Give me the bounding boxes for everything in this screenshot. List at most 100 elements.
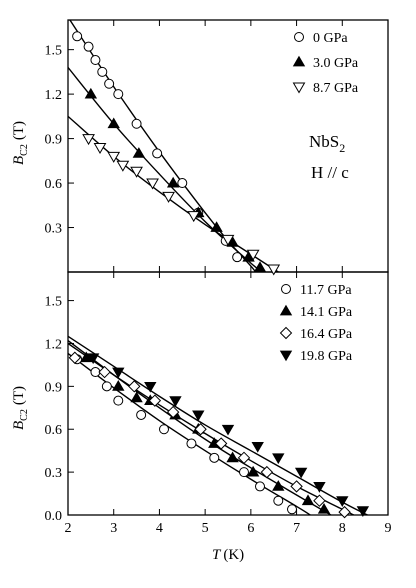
data-point [130,166,143,178]
legend-marker [292,55,306,67]
data-point [132,147,146,158]
x-tick-label: 8 [339,521,346,536]
data-point [97,66,108,77]
field-annotation: H // c [311,163,349,182]
bottom-y-axis-title: BC2(T) [11,386,30,430]
data-point [221,234,235,246]
data-point [290,480,303,493]
data-point [136,409,147,420]
data-point [82,134,95,146]
data-point [272,480,285,491]
data-point [273,495,284,506]
y-tick-label: 0.3 [45,222,63,237]
data-point [131,118,142,129]
data-point [194,423,207,436]
data-point [166,176,180,188]
data-point [260,465,274,479]
data-point [313,494,326,507]
data-point [152,148,163,159]
x-tick-label: 9 [385,521,392,536]
legend-marker [279,326,293,340]
data-point [130,391,143,403]
data-point [239,467,249,478]
x-tick-label: 6 [247,521,254,536]
data-point [313,482,326,493]
data-point [187,211,201,223]
x-tick-label: 7 [293,521,300,536]
y-tick-label: 1.5 [45,44,63,59]
y-tick-label: 0.3 [45,466,63,481]
y-tick-label: 0.6 [45,177,63,192]
data-point [162,191,175,203]
data-point [192,410,205,422]
x-tick-label: 3 [110,521,117,536]
legend-label: 8.7 GPa [313,81,359,96]
data-point [177,178,188,189]
y-tick-label: 0.6 [45,423,63,438]
legend-label: 0 GPa [313,31,348,46]
fit-line [68,352,311,515]
legend-label: 19.8 GPa [300,349,353,364]
data-point [104,78,115,89]
data-point [83,41,94,52]
data-point [317,502,331,514]
data-point [84,87,98,99]
x-tick-label: 4 [156,521,163,536]
data-point [86,353,100,365]
legends: 0 GPa 3.0 GPa 8.7 GPa 11.7 GPa 14.1 GPa 16.4 … [279,31,359,364]
legend-label: 14.1 GPa [300,305,353,320]
data-point [237,451,251,465]
data-point [107,151,121,163]
data-point [246,249,260,261]
data-point [159,424,169,435]
data-point [112,367,125,379]
legend-label: 16.4 GPa [300,327,353,342]
x-tick-label: 2 [65,521,72,536]
data-point [148,394,162,407]
bottom-panel-points [68,351,370,519]
data-point [251,441,264,453]
data-point [267,264,281,276]
x-axis-title: T (K) [212,547,244,563]
data-point [210,221,223,232]
data-point [209,452,220,463]
top-panel-points [72,31,281,276]
data-point [113,89,124,100]
top-y-axis-title: BC2(T) [11,121,30,165]
data-point [169,396,182,407]
data-point [186,438,197,449]
y-tick-label: 1.5 [45,295,63,310]
data-point [221,424,235,436]
y-tick-label: 0.9 [45,380,63,395]
data-point [356,506,370,518]
legend-label: 3.0 GPa [313,56,359,71]
top-panel-ticks: 0.3 0.6 0.9 1.2 1.5 [45,20,389,272]
data-point [101,381,112,392]
legend-marker [281,284,291,294]
y-tick-label: 1.2 [45,337,63,352]
legend-label: 11.7 GPa [300,283,352,298]
y-tick-label: 1.2 [45,88,63,103]
data-point [146,178,159,190]
data-point [232,252,243,263]
y-tick-label: 0.0 [45,509,63,524]
data-point [294,467,308,479]
data-point [68,351,82,364]
data-point [144,381,157,393]
bottom-panel-frame [67,271,389,516]
data-point [301,494,315,506]
material-annotation: NbS2 [309,132,345,155]
data-point [113,395,124,406]
data-point [255,481,265,492]
fit-line [68,342,355,515]
data-point [116,160,130,172]
data-point [287,504,297,515]
fit-line [68,66,263,272]
data-point [93,142,107,154]
data-point [214,437,228,450]
legend-marker [279,350,293,362]
x-tick-label: 5 [202,521,209,536]
data-point [336,496,349,508]
data-point [90,55,101,66]
